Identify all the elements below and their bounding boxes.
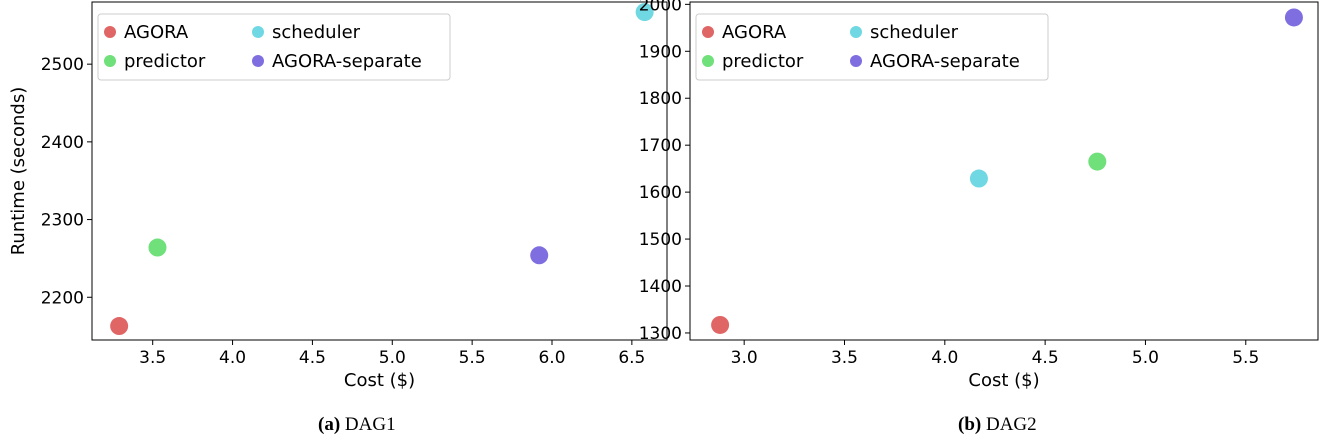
caption-dag2: (b) DAG2 — [958, 414, 1037, 436]
x-tick-label-dag2-4: 5.0 — [1132, 348, 1159, 368]
legend-marker-dag2-predictor — [702, 55, 714, 67]
data-point-dag1-agora-separate — [530, 246, 549, 265]
x-tick-label-dag2-1: 3.5 — [831, 348, 858, 368]
y-tick-label-dag2-4: 1700 — [639, 136, 682, 156]
x-tick-label-dag1-2: 4.5 — [299, 348, 326, 368]
legend-marker-dag2-agora-separate — [850, 55, 862, 67]
legend-label-dag1-scheduler: scheduler — [272, 22, 361, 43]
legend-label-dag1-agora-separate: AGORA-separate — [272, 51, 422, 72]
legend-label-dag1-predictor: predictor — [124, 51, 206, 72]
y-tick-label-dag2-7: 2000 — [639, 0, 682, 15]
x-tick-label-dag1-5: 6.0 — [538, 348, 565, 368]
y-tick-label-dag1-0: 2200 — [41, 288, 84, 308]
x-axis-title-dag1: Cost ($) — [344, 370, 415, 391]
legend-label-dag2-agora: AGORA — [722, 22, 787, 43]
y-tick-label-dag2-2: 1500 — [639, 230, 682, 250]
x-tick-label-dag1-1: 4.0 — [219, 348, 246, 368]
legend-marker-dag1-scheduler — [252, 26, 264, 38]
plot-frame-dag1 — [91, 1, 668, 341]
data-point-dag1-scheduler — [635, 3, 654, 22]
data-point-dag2-agora — [711, 315, 730, 334]
x-axis-title-dag2: Cost ($) — [968, 370, 1039, 391]
data-point-dag2-scheduler — [969, 169, 988, 188]
y-tick-label-dag2-6: 1900 — [639, 42, 682, 62]
legend-marker-dag1-agora-separate — [252, 55, 264, 67]
legend-label-dag1-agora: AGORA — [124, 22, 189, 43]
legend-marker-dag2-agora — [702, 26, 714, 38]
legend-label-dag2-predictor: predictor — [722, 51, 804, 72]
data-point-dag1-predictor — [148, 238, 167, 257]
caption-dag2-label: (b) — [958, 414, 982, 435]
y-axis-title-dag1: Runtime (seconds) — [8, 87, 29, 256]
chart-dag2: 3.0 3.5 4.0 4.5 5.0 5.5 1300 1400 1500 1600 1700 18… — [639, 0, 1319, 391]
legend-label-dag2-agora-separate: AGORA-separate — [870, 51, 1020, 72]
y-tick-label-dag2-5: 1800 — [639, 89, 682, 109]
caption-dag1-label: (a) — [318, 414, 341, 435]
x-tick-label-dag2-0: 3.0 — [731, 348, 758, 368]
y-tick-label-dag2-0: 1300 — [639, 324, 682, 344]
y-tick-label-dag2-1: 1400 — [639, 277, 682, 297]
y-tick-label-dag2-3: 1600 — [639, 183, 682, 203]
legend-marker-dag2-scheduler — [850, 26, 862, 38]
caption-dag1-text: DAG1 — [344, 414, 396, 435]
x-tick-label-dag1-4: 5.5 — [459, 348, 486, 368]
chart-dag1: 3.5 4.0 4.5 5.0 5.5 6.0 6.5 2200 2300 2400 2500 Cos… — [8, 1, 668, 391]
x-tick-label-dag1-3: 5.0 — [379, 348, 406, 368]
caption-dag1: (a) DAG1 — [318, 414, 396, 436]
plot-frame-dag2 — [689, 1, 1319, 341]
x-tick-label-dag2-2: 4.0 — [931, 348, 958, 368]
data-point-dag2-predictor — [1088, 152, 1107, 171]
legend-marker-dag1-predictor — [104, 55, 116, 67]
x-tick-label-dag2-5: 5.5 — [1232, 348, 1259, 368]
caption-dag2-text: DAG2 — [985, 414, 1037, 435]
x-tick-label-dag1-6: 6.5 — [618, 348, 645, 368]
legend-marker-dag1-agora — [104, 26, 116, 38]
x-tick-label-dag1-0: 3.5 — [139, 348, 166, 368]
legend-label-dag2-scheduler: scheduler — [870, 22, 959, 43]
legend-box-dag1 — [97, 13, 451, 81]
y-tick-label-dag1-1: 2300 — [41, 211, 84, 231]
x-tick-label-dag2-3: 4.5 — [1032, 348, 1059, 368]
data-point-dag1-agora — [110, 317, 129, 336]
figure: 3.5 4.0 4.5 5.0 5.5 6.0 6.5 2200 2300 2400 2500 Cos… — [8, 0, 1319, 391]
y-tick-label-dag1-3: 2500 — [41, 55, 84, 75]
legend-box-dag2 — [695, 13, 1049, 81]
data-point-dag2-agora-separate — [1284, 8, 1303, 27]
y-tick-label-dag1-2: 2400 — [41, 133, 84, 153]
